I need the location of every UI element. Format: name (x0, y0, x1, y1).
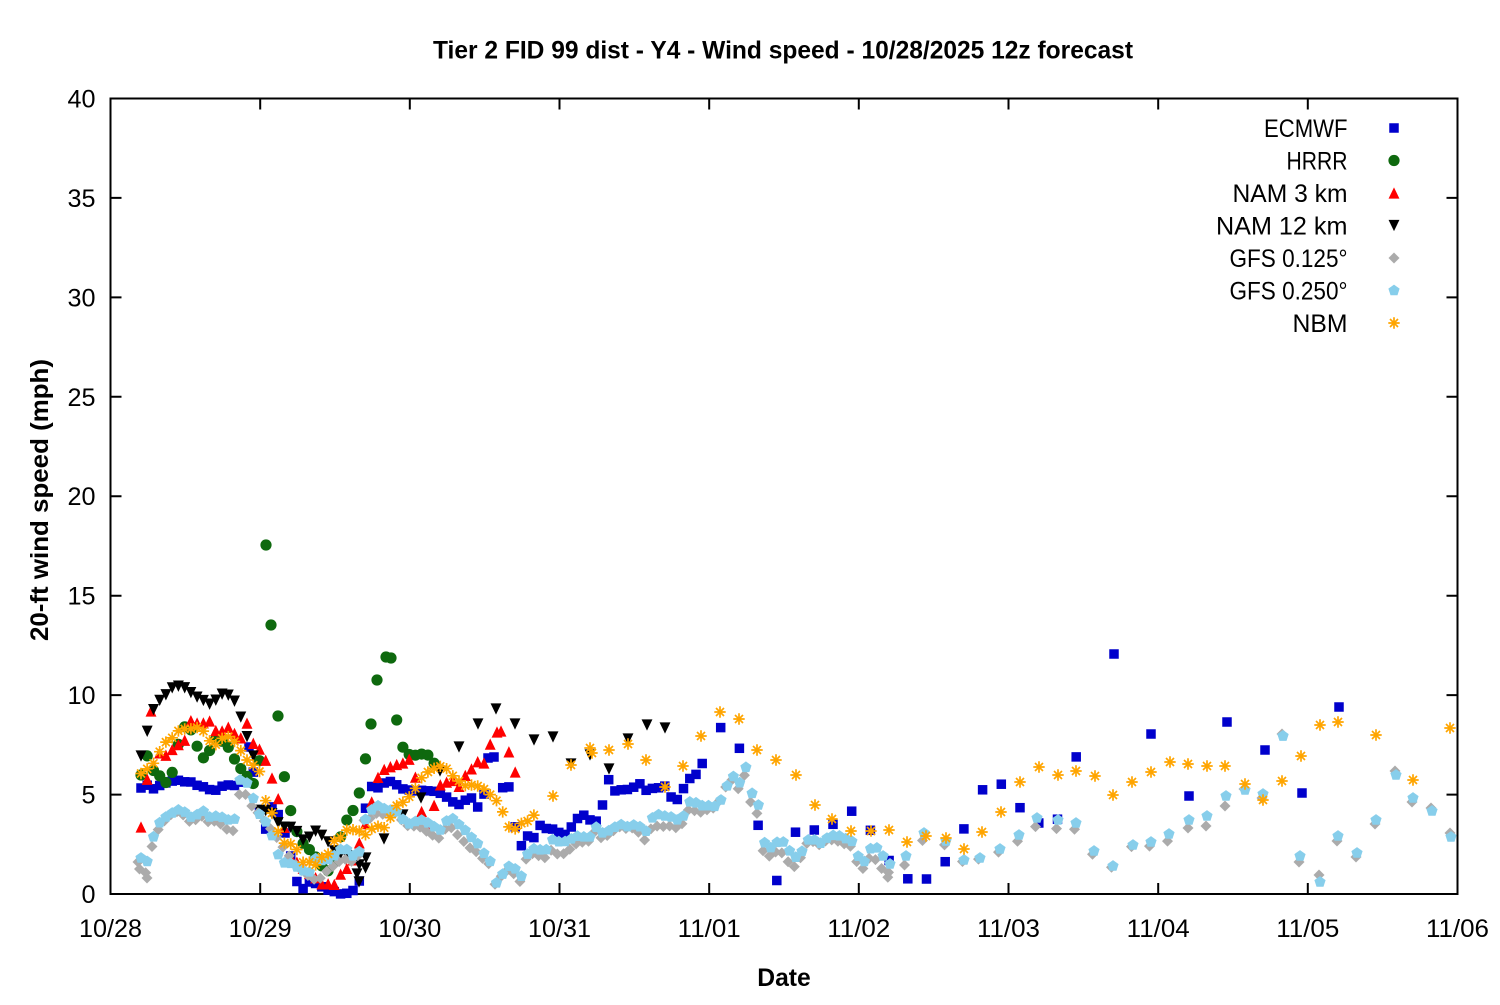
svg-text:11/05: 11/05 (1276, 915, 1339, 943)
svg-text:10/31: 10/31 (528, 915, 591, 943)
svg-text:30: 30 (68, 284, 96, 312)
svg-text:NAM 3 km: NAM 3 km (1233, 180, 1348, 208)
svg-text:GFS 0.250°: GFS 0.250° (1230, 278, 1348, 306)
svg-text:25: 25 (68, 384, 96, 412)
svg-text:10/30: 10/30 (378, 915, 441, 943)
svg-text:11/06: 11/06 (1426, 915, 1489, 943)
svg-text:GFS 0.125°: GFS 0.125° (1230, 245, 1348, 273)
svg-text:Date: Date (757, 964, 811, 992)
svg-text:11/02: 11/02 (827, 915, 890, 943)
svg-text:35: 35 (68, 185, 96, 213)
svg-text:NBM: NBM (1293, 310, 1348, 338)
svg-text:10: 10 (68, 682, 96, 710)
svg-text:5: 5 (82, 782, 96, 810)
svg-text:10/29: 10/29 (229, 915, 292, 943)
svg-text:HRRR: HRRR (1287, 148, 1348, 176)
svg-text:ECMWF: ECMWF (1264, 115, 1348, 143)
svg-text:Tier 2 FID 99 dist - Y4 - Wind: Tier 2 FID 99 dist - Y4 - Wind speed - 1… (433, 37, 1134, 65)
svg-text:NAM 12 km: NAM 12 km (1216, 213, 1348, 241)
svg-text:15: 15 (68, 583, 96, 611)
svg-text:10/28: 10/28 (79, 915, 142, 943)
svg-text:11/01: 11/01 (678, 915, 741, 943)
svg-text:0: 0 (82, 881, 96, 909)
svg-text:40: 40 (68, 86, 96, 114)
svg-text:20-ft wind speed (mph): 20-ft wind speed (mph) (26, 359, 54, 641)
svg-text:11/04: 11/04 (1127, 915, 1190, 943)
svg-text:11/03: 11/03 (977, 915, 1040, 943)
svg-text:20: 20 (68, 483, 96, 511)
